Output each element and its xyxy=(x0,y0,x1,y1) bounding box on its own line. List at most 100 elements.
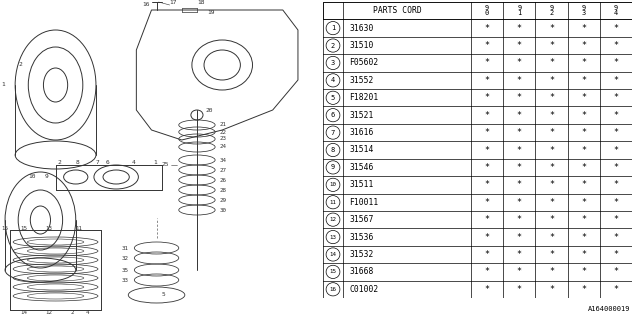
Text: *: * xyxy=(581,268,586,276)
Text: 14: 14 xyxy=(330,252,337,257)
Text: *: * xyxy=(549,180,554,189)
Text: *: * xyxy=(517,215,522,224)
Text: 32: 32 xyxy=(121,255,128,260)
Text: 4: 4 xyxy=(131,159,135,164)
Text: *: * xyxy=(613,163,618,172)
Text: *: * xyxy=(549,111,554,120)
Text: 11: 11 xyxy=(76,226,83,230)
Text: 2: 2 xyxy=(18,62,22,68)
Text: 18: 18 xyxy=(197,1,204,5)
Text: *: * xyxy=(484,146,490,155)
Text: 14: 14 xyxy=(20,309,27,315)
Text: *: * xyxy=(581,180,586,189)
Text: 31: 31 xyxy=(121,245,128,251)
Text: *: * xyxy=(613,128,618,137)
Text: 20: 20 xyxy=(205,108,212,113)
Text: *: * xyxy=(581,146,586,155)
Text: 5: 5 xyxy=(161,292,165,298)
Text: 4: 4 xyxy=(331,77,335,83)
Text: *: * xyxy=(484,128,490,137)
Text: *: * xyxy=(581,233,586,242)
Text: *: * xyxy=(549,128,554,137)
Text: *: * xyxy=(549,59,554,68)
Text: 2: 2 xyxy=(70,309,74,315)
Text: 34: 34 xyxy=(219,157,226,163)
Text: 31510: 31510 xyxy=(349,41,374,50)
Text: C01002: C01002 xyxy=(349,285,378,294)
Text: *: * xyxy=(517,163,522,172)
Text: 6: 6 xyxy=(106,159,110,164)
Text: A164000019: A164000019 xyxy=(588,306,630,312)
Text: 30: 30 xyxy=(219,207,226,212)
Text: 12: 12 xyxy=(45,309,52,315)
Text: *: * xyxy=(517,41,522,50)
Text: *: * xyxy=(549,24,554,33)
Text: *: * xyxy=(581,76,586,85)
Text: *: * xyxy=(484,111,490,120)
Text: PARTS CORD: PARTS CORD xyxy=(372,6,421,15)
Text: *: * xyxy=(484,250,490,259)
Text: *: * xyxy=(549,285,554,294)
Text: *: * xyxy=(581,59,586,68)
Text: *: * xyxy=(613,111,618,120)
Text: 9
3: 9 3 xyxy=(582,5,586,16)
Text: 31532: 31532 xyxy=(349,250,374,259)
Text: 9
1: 9 1 xyxy=(517,5,522,16)
Text: 31514: 31514 xyxy=(349,146,374,155)
Text: *: * xyxy=(484,163,490,172)
Text: *: * xyxy=(549,233,554,242)
Text: *: * xyxy=(517,76,522,85)
Text: *: * xyxy=(484,268,490,276)
Text: 13: 13 xyxy=(45,226,52,230)
Text: *: * xyxy=(517,24,522,33)
Text: 33: 33 xyxy=(121,277,128,283)
Text: 10: 10 xyxy=(28,174,35,180)
Text: 7: 7 xyxy=(96,159,100,164)
Text: 31630: 31630 xyxy=(349,24,374,33)
Text: *: * xyxy=(517,198,522,207)
Text: 31546: 31546 xyxy=(349,163,374,172)
Text: 1: 1 xyxy=(331,25,335,31)
Text: *: * xyxy=(517,268,522,276)
Text: 17: 17 xyxy=(170,1,177,5)
Text: 23: 23 xyxy=(219,137,226,141)
Text: 16: 16 xyxy=(330,287,337,292)
Text: *: * xyxy=(581,163,586,172)
Text: *: * xyxy=(517,111,522,120)
Text: 10: 10 xyxy=(330,182,337,187)
Text: *: * xyxy=(613,59,618,68)
Text: 28: 28 xyxy=(219,188,226,193)
Text: *: * xyxy=(517,128,522,137)
Text: 24: 24 xyxy=(219,145,226,149)
Text: *: * xyxy=(549,76,554,85)
Text: *: * xyxy=(484,233,490,242)
Text: *: * xyxy=(484,59,490,68)
Text: 2: 2 xyxy=(331,43,335,49)
Text: 9
4: 9 4 xyxy=(614,5,618,16)
Text: 15: 15 xyxy=(20,226,27,230)
Text: *: * xyxy=(613,285,618,294)
Text: *: * xyxy=(549,163,554,172)
Text: *: * xyxy=(613,93,618,102)
Text: 2: 2 xyxy=(58,159,61,164)
Text: 31616: 31616 xyxy=(349,128,374,137)
Text: 1: 1 xyxy=(1,83,5,87)
Text: *: * xyxy=(581,93,586,102)
Text: *: * xyxy=(613,268,618,276)
Text: 16: 16 xyxy=(1,226,8,230)
Text: *: * xyxy=(484,180,490,189)
Text: 9: 9 xyxy=(45,174,49,180)
Text: 31511: 31511 xyxy=(349,180,374,189)
Text: 9
2: 9 2 xyxy=(549,5,554,16)
Text: 8: 8 xyxy=(76,159,79,164)
Text: 16: 16 xyxy=(142,2,150,7)
Text: 27: 27 xyxy=(219,167,226,172)
Text: *: * xyxy=(613,233,618,242)
Text: *: * xyxy=(549,93,554,102)
Text: 9: 9 xyxy=(331,164,335,171)
Text: *: * xyxy=(549,198,554,207)
Text: *: * xyxy=(581,215,586,224)
Text: 29: 29 xyxy=(219,197,226,203)
Text: 31567: 31567 xyxy=(349,215,374,224)
Text: *: * xyxy=(517,285,522,294)
